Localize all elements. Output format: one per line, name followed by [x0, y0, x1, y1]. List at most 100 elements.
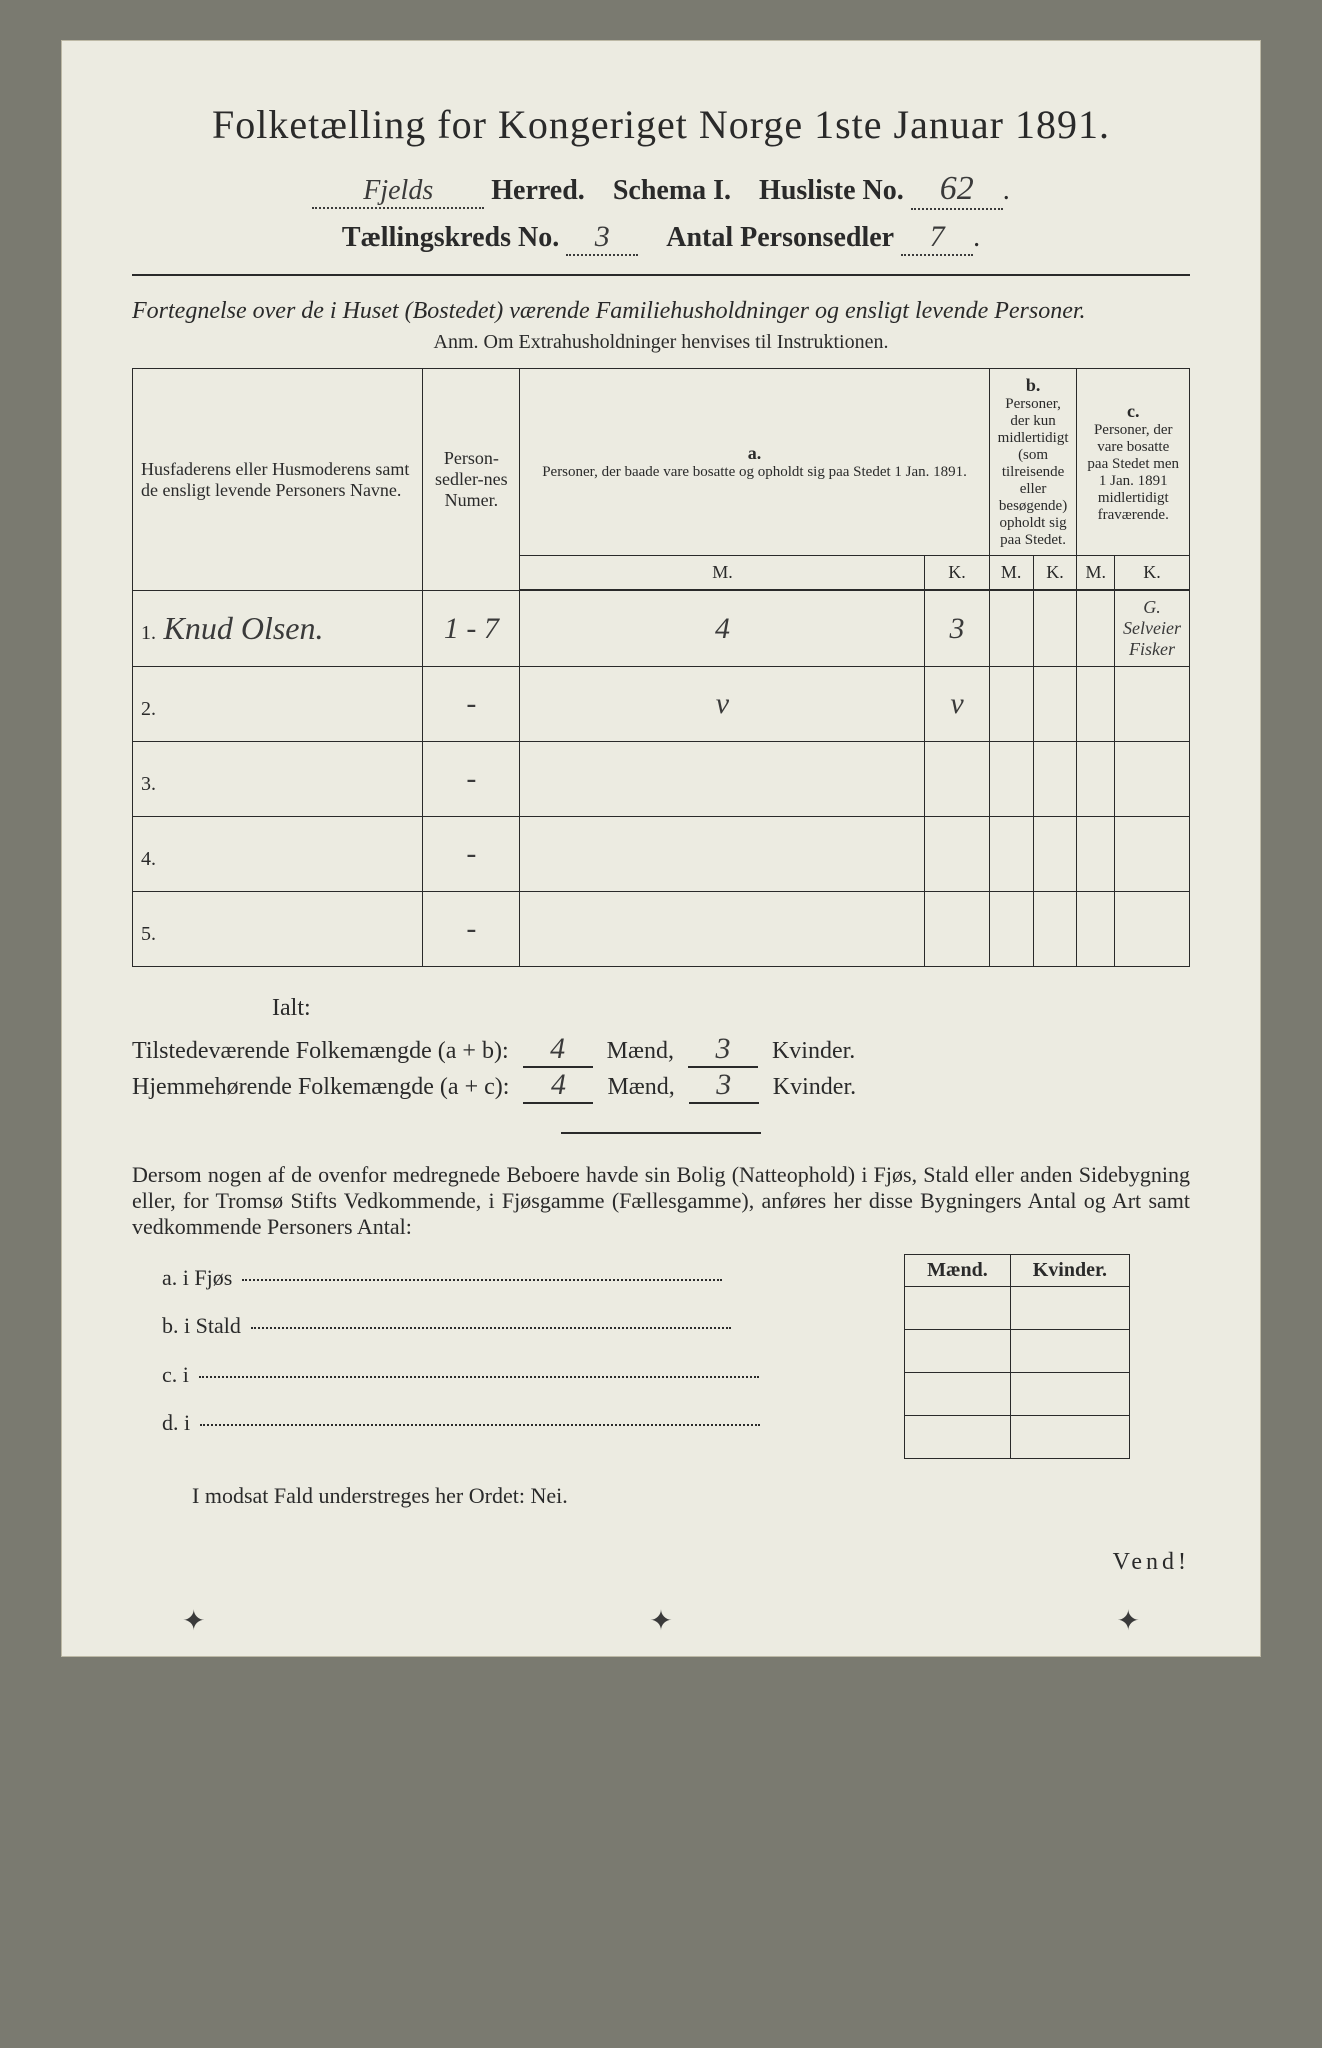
col-b-k: K.: [1033, 556, 1077, 590]
abcd-d: d. i: [162, 1399, 904, 1447]
row-b-k: [1033, 591, 1077, 667]
tot1-k: 3: [688, 1032, 758, 1068]
abcd-c: c. i: [162, 1351, 904, 1399]
col-c-label: c.: [1085, 401, 1181, 422]
mini-cell: [1010, 1330, 1129, 1373]
col-c-header: c. Personer, der vare bosatte paa Stedet…: [1077, 369, 1190, 556]
totals-line-1: Tilstedeværende Folkemængde (a + b): 4 M…: [132, 1032, 1190, 1068]
mini-cell: [905, 1287, 1011, 1330]
row-a-m: 4: [520, 591, 925, 667]
abcd-a: a. i Fjøs: [162, 1254, 904, 1302]
punch-hole-icon: ✦: [1117, 1604, 1140, 1638]
abcd-d-label: d. i: [162, 1410, 190, 1435]
kreds-no: 3: [566, 220, 638, 256]
dots-d: [200, 1424, 760, 1426]
row-num-cell: -: [423, 667, 520, 742]
table-row: 3. -: [133, 742, 1190, 817]
table-row: 2. -vv: [133, 667, 1190, 742]
nei-line: I modsat Fald understreges her Ordet: Ne…: [192, 1483, 1190, 1509]
row-num-cell: -: [423, 892, 520, 967]
abcd-b-label: b. i Stald: [162, 1313, 241, 1338]
table-row: 5. -: [133, 892, 1190, 967]
herred-label: Herred.: [491, 175, 585, 206]
tot-k-label-1: Kvinder.: [772, 1038, 855, 1064]
row-c-m: [1077, 667, 1115, 742]
mini-cell: [905, 1330, 1011, 1373]
col-names-text: Husfaderens eller Husmoderens samt de en…: [141, 459, 409, 500]
tot1-label: Tilstedeværende Folkemængde (a + b):: [132, 1038, 509, 1064]
mini-cell: [905, 1416, 1011, 1459]
table-row: 4. -: [133, 817, 1190, 892]
row-c-m: [1077, 892, 1115, 967]
punch-hole-icon: ✦: [649, 1604, 672, 1638]
row-c-k: [1115, 892, 1190, 967]
mini-cell: [1010, 1373, 1129, 1416]
divider: [132, 274, 1190, 276]
header-line-1: Fjelds Herred. Schema I. Husliste No. 62…: [132, 170, 1190, 210]
row-a-k: [925, 817, 989, 892]
col-c-text: Personer, der vare bosatte paa Stedet me…: [1085, 422, 1181, 524]
row-num-cell: -: [423, 742, 520, 817]
row-c-k: [1115, 817, 1190, 892]
census-form-page: Folketælling for Kongeriget Norge 1ste J…: [61, 40, 1261, 1657]
mini-k-header: Kvinder.: [1010, 1255, 1129, 1287]
sedler-no: 7: [901, 220, 973, 256]
row-b-k: [1033, 667, 1077, 742]
tot-m-label-2: Mænd,: [607, 1074, 674, 1100]
husliste-label: Husliste No.: [759, 175, 904, 206]
row-b-m: [989, 817, 1033, 892]
col-b-text: Personer, der kun midlertidigt (som tilr…: [998, 396, 1069, 549]
row-a-m: [520, 742, 925, 817]
tot2-k: 3: [689, 1068, 759, 1104]
totals-block: Ialt: Tilstedeværende Folkemængde (a + b…: [132, 995, 1190, 1104]
row-b-m: [989, 892, 1033, 967]
row-name-cell: 2.: [133, 667, 423, 742]
tot2-label: Hjemmehørende Folkemængde (a + c):: [132, 1074, 509, 1100]
tot1-m: 4: [523, 1032, 593, 1068]
row-num-cell: -: [423, 817, 520, 892]
row-b-k: [1033, 742, 1077, 817]
row-name-cell: 5.: [133, 892, 423, 967]
row-b-k: [1033, 817, 1077, 892]
husliste-no: 62: [911, 170, 1003, 210]
col-names-header: Husfaderens eller Husmoderens samt de en…: [133, 369, 423, 591]
row-c-m: [1077, 817, 1115, 892]
sidebygning-paragraph: Dersom nogen af de ovenfor medregnede Be…: [132, 1162, 1190, 1240]
row-c-m: [1077, 742, 1115, 817]
totals-line-2: Hjemmehørende Folkemængde (a + c): 4 Mæn…: [132, 1068, 1190, 1104]
schema-label: Schema I.: [613, 175, 731, 206]
row-b-m: [989, 591, 1033, 667]
dots-a: [242, 1279, 722, 1281]
abcd-section: a. i Fjøs b. i Stald c. i d. i Mænd. Kvi…: [132, 1254, 1190, 1459]
anm-note: Anm. Om Extrahusholdninger henvises til …: [132, 331, 1190, 354]
col-c-m: M.: [1077, 556, 1115, 590]
col-a-m: M.: [520, 556, 925, 590]
mini-m-header: Mænd.: [905, 1255, 1011, 1287]
row-a-k: 3: [925, 591, 989, 667]
col-c-k: K.: [1115, 556, 1190, 590]
row-b-m: [989, 667, 1033, 742]
row-a-k: [925, 892, 989, 967]
row-name-cell: 1. Knud Olsen.: [133, 591, 423, 667]
herred-value: Fjelds: [312, 175, 484, 209]
tot-k-label-2: Kvinder.: [773, 1074, 856, 1100]
short-divider: [561, 1132, 761, 1134]
sedler-label: Antal Personsedler: [666, 222, 894, 253]
row-a-k: v: [925, 667, 989, 742]
row-c-k: [1115, 667, 1190, 742]
dots-c: [199, 1376, 759, 1378]
row-name-cell: 4.: [133, 817, 423, 892]
col-a-header: a. Personer, der baade vare bosatte og o…: [520, 369, 989, 556]
col-a-k: K.: [925, 556, 989, 590]
abcd-b: b. i Stald: [162, 1302, 904, 1350]
abcd-a-label: a. i Fjøs: [162, 1265, 232, 1290]
col-a-label: a.: [528, 443, 980, 464]
ialt-label: Ialt:: [272, 995, 1190, 1022]
dots-b: [251, 1327, 731, 1329]
table-row: 1. Knud Olsen.1 - 743G. Selveier Fisker: [133, 591, 1190, 667]
page-title: Folketælling for Kongeriget Norge 1ste J…: [132, 101, 1190, 148]
abcd-list: a. i Fjøs b. i Stald c. i d. i: [162, 1254, 904, 1448]
col-b-header: b. Personer, der kun midlertidigt (som t…: [989, 369, 1077, 556]
mini-cell: [905, 1373, 1011, 1416]
mini-cell: [1010, 1416, 1129, 1459]
